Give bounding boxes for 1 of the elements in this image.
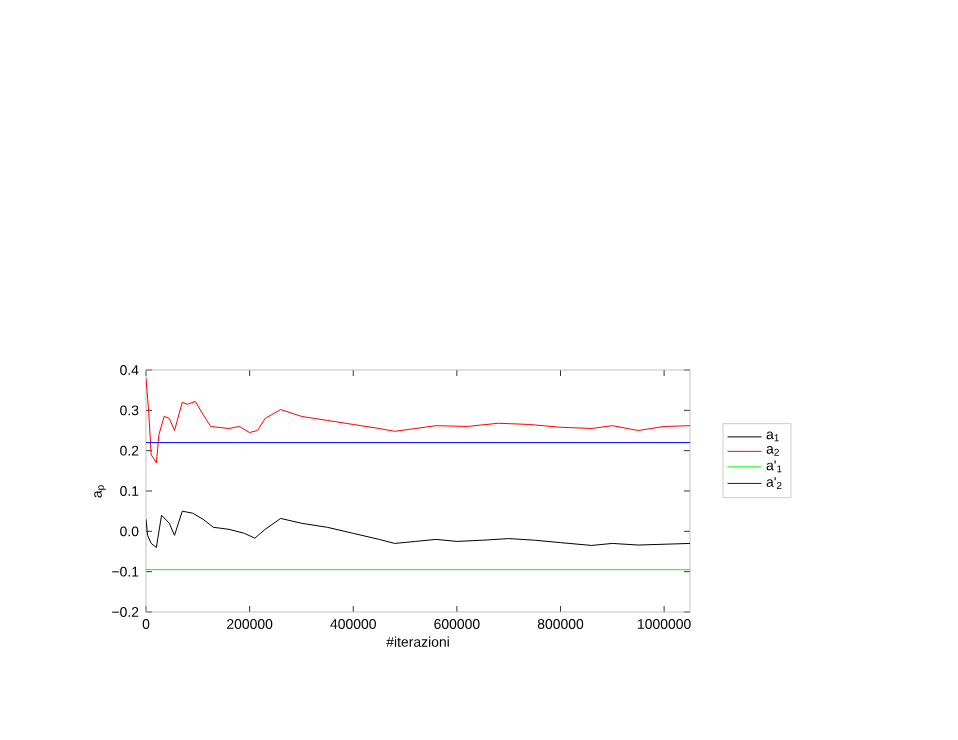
line-series <box>146 377 691 464</box>
